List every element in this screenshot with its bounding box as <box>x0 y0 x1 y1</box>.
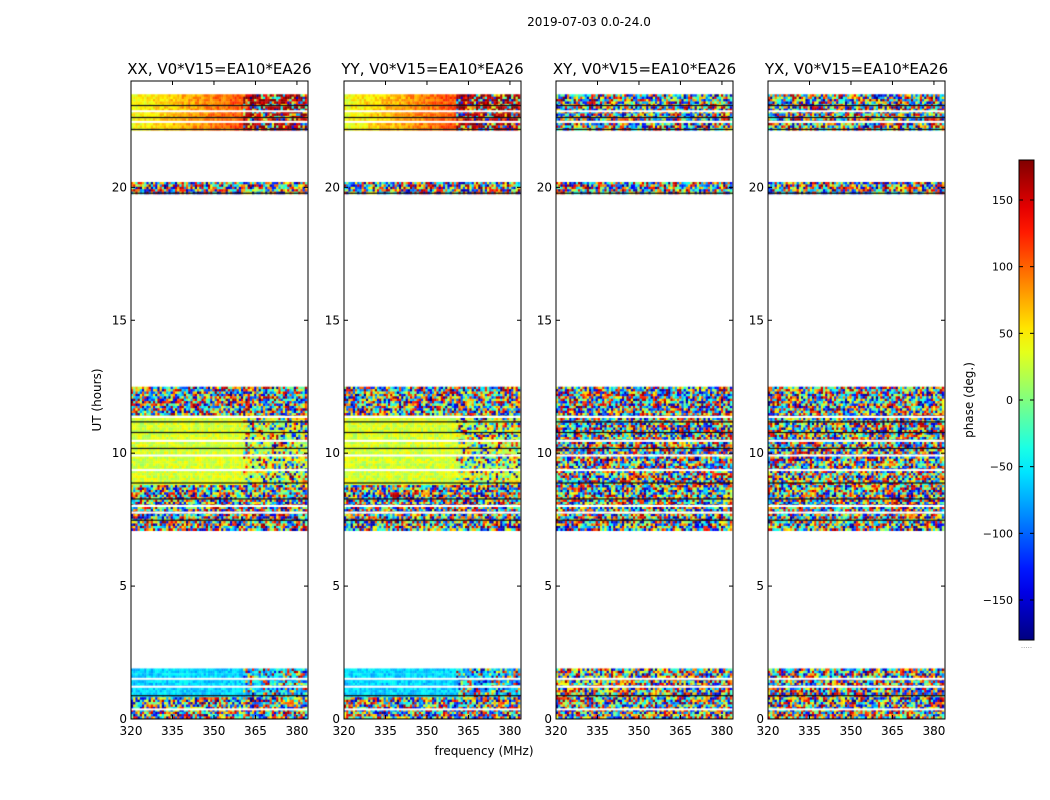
x-tick-label: 335 <box>798 724 821 738</box>
axes-frame <box>130 80 309 720</box>
y-tick-label: 5 <box>544 579 552 593</box>
x-tick-label: 380 <box>710 724 733 738</box>
panel-xy: XY, V0*V15=EA10*EA26 320 335 350 365 380 0 5 10 1… <box>537 60 736 738</box>
colorbar-label: phase (deg.) <box>962 362 976 438</box>
y-tick-label: 20 <box>112 180 127 194</box>
y-tick-label: 0 <box>119 712 127 726</box>
axes-frame <box>343 80 522 720</box>
panel-xx: XX, V0*V15=EA10*EA26 320 335 350 365 380 0 5 10 1… <box>112 60 312 738</box>
panel-yx: YX, V0*V15=EA10*EA26 320 335 350 365 380 0 5 10 1… <box>749 60 948 738</box>
x-tick-label: 365 <box>881 724 904 738</box>
colorbar-footer: ..... <box>1021 642 1032 650</box>
y-tick-label: 20 <box>325 180 340 194</box>
y-tick-label: 10 <box>112 446 127 460</box>
x-tick-label: 365 <box>244 724 267 738</box>
y-tick-label: 20 <box>537 180 552 194</box>
colorbar-tick-label: 150 <box>992 194 1013 207</box>
x-tick-label: 380 <box>285 724 308 738</box>
x-tick-label: 320 <box>333 724 356 738</box>
x-tick-label: 365 <box>457 724 480 738</box>
y-tick-label: 10 <box>749 446 764 460</box>
y-tick-label: 10 <box>325 446 340 460</box>
colorbar-tick-label: −100 <box>983 527 1013 540</box>
y-tick-label: 5 <box>756 579 764 593</box>
y-tick-label: 15 <box>537 313 552 327</box>
panel-title: XY, V0*V15=EA10*EA26 <box>553 60 736 78</box>
y-axis-label: UT (hours) <box>90 368 104 431</box>
heatmap-cells <box>344 81 521 719</box>
x-tick-label: 335 <box>161 724 184 738</box>
panel-yy: YY, V0*V15=EA10*EA26 320 335 350 365 380 0 5 10 1… <box>325 60 524 738</box>
colorbar-tick-label: −50 <box>990 461 1013 474</box>
y-tick-label: 20 <box>749 180 764 194</box>
colorbar-tick-label: 50 <box>999 327 1013 340</box>
y-tick-label: 15 <box>325 313 340 327</box>
heatmap-cells <box>131 81 308 719</box>
panel-title: YX, V0*V15=EA10*EA26 <box>764 60 948 78</box>
y-tick-label: 0 <box>332 712 340 726</box>
colorbar-tick-label: 100 <box>992 261 1013 274</box>
x-tick-label: 350 <box>203 724 226 738</box>
colorbar: −150 −100 −50 0 50 100 150 phase (deg.)..... <box>962 159 1035 650</box>
y-tick-label: 0 <box>756 712 764 726</box>
x-tick-label: 350 <box>628 724 651 738</box>
y-tick-label: 15 <box>749 313 764 327</box>
y-tick-label: 0 <box>544 712 552 726</box>
x-tick-label: 350 <box>840 724 863 738</box>
x-tick-label: 335 <box>374 724 397 738</box>
y-tick-label: 10 <box>537 446 552 460</box>
x-tick-label: 350 <box>416 724 439 738</box>
y-tick-label: 5 <box>119 579 127 593</box>
panel-title: XX, V0*V15=EA10*EA26 <box>127 60 311 78</box>
colorbar-tick-label: 0 <box>1006 394 1013 407</box>
axes-frame <box>555 80 734 720</box>
heatmap-cells <box>556 81 733 719</box>
x-tick-label: 320 <box>120 724 143 738</box>
x-tick-label: 365 <box>669 724 692 738</box>
panel-title: YY, V0*V15=EA10*EA26 <box>340 60 523 78</box>
panels: XX, V0*V15=EA10*EA26 320 335 350 365 380 0 5 10 1… <box>112 60 948 738</box>
x-axis-label: frequency (MHz) <box>434 744 533 758</box>
y-tick-label: 5 <box>332 579 340 593</box>
x-tick-label: 320 <box>757 724 780 738</box>
x-tick-label: 380 <box>922 724 945 738</box>
suptitle: 2019-07-03 0.0-24.0 <box>527 15 651 29</box>
heatmap-cells <box>768 81 945 719</box>
x-tick-label: 380 <box>498 724 521 738</box>
x-tick-label: 320 <box>545 724 568 738</box>
axes-frame <box>767 80 946 720</box>
colorbar-tick-label: −150 <box>983 594 1013 607</box>
x-tick-label: 335 <box>586 724 609 738</box>
y-tick-label: 15 <box>112 313 127 327</box>
